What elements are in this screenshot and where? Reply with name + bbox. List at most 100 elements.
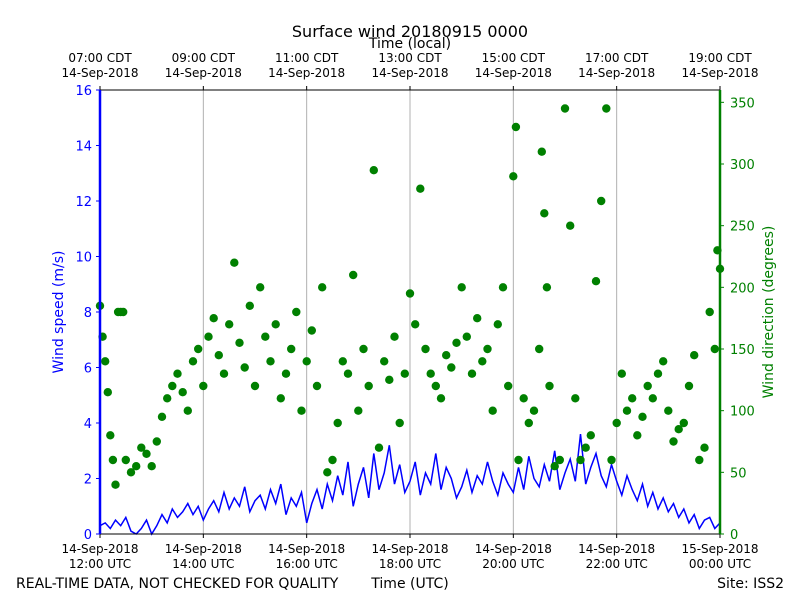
wind-direction-point (178, 388, 187, 397)
wind-direction-point (710, 344, 719, 354)
wind-direction-point (416, 184, 425, 193)
wind-direction-point (581, 443, 590, 452)
wind-direction-point (271, 320, 280, 329)
top-tick-label-time: 07:00 CDT (68, 51, 132, 65)
y-right-tick-label: 150 (730, 343, 755, 358)
wind-direction-point (566, 221, 575, 230)
wind-direction-point (287, 344, 296, 354)
wind-direction-point (488, 406, 497, 415)
wind-direction-point (364, 381, 373, 391)
top-tick-label-time: 17:00 CDT (585, 51, 649, 65)
wind-direction-point (157, 412, 167, 421)
wind-direction-point (514, 455, 523, 465)
wind-direction-point (312, 381, 322, 391)
wind-direction-point (147, 462, 156, 471)
wind-direction-point (452, 338, 461, 347)
y-left-tick-label: 4 (84, 417, 92, 432)
wind-direction-point (602, 104, 611, 113)
top-tick-label-date: 14-Sep-2018 (681, 66, 758, 80)
wind-direction-point (607, 455, 616, 465)
y-left-tick-label: 12 (75, 195, 92, 210)
wind-direction-point (235, 338, 244, 347)
wind-direction-point (659, 357, 668, 366)
wind-direction-point (457, 283, 466, 292)
wind-direction-point (511, 122, 521, 132)
wind-direction-point (628, 394, 637, 403)
wind-direction-point (219, 369, 229, 378)
grid-lines (202, 90, 618, 534)
wind-direction-point (225, 320, 234, 329)
wind-direction-point (504, 381, 513, 391)
wind-direction-point (545, 381, 554, 391)
wind-direction-point (467, 369, 477, 378)
wind-direction-point (395, 418, 404, 428)
wind-direction-point (576, 455, 585, 465)
wind-direction-point (256, 283, 265, 292)
y-right-tick-label: 100 (730, 405, 755, 420)
y-left-tick-label: 8 (84, 306, 92, 321)
wind-direction-point (478, 357, 487, 366)
wind-direction-point (111, 480, 120, 489)
wind-direction-point (617, 369, 626, 378)
wind-direction-point (643, 381, 652, 391)
top-tick-label-date: 14-Sep-2018 (371, 66, 448, 80)
wind-direction-point (405, 289, 415, 298)
wind-direction-point (276, 394, 285, 403)
wind-direction-point (664, 406, 673, 415)
wind-direction-point (126, 468, 136, 477)
wind-direction-point (519, 394, 528, 403)
wind-direction-point (695, 455, 704, 465)
wind-direction-point (622, 406, 632, 415)
x-tick-label-time: 16:00 UTC (276, 557, 338, 571)
wind-direction-point (204, 332, 213, 341)
wind-direction-point (524, 418, 533, 428)
wind-direction-point (188, 357, 198, 366)
wind-direction-point (359, 344, 368, 354)
wind-direction-point (550, 462, 559, 471)
top-tick-label-time: 19:00 CDT (688, 51, 752, 65)
wind-direction-point (354, 406, 363, 415)
wind-direction-point (240, 363, 249, 372)
wind-direction-point (612, 418, 621, 428)
x-tick-label-date: 14-Sep-2018 (61, 542, 138, 556)
wind-direction-point (261, 332, 270, 341)
x-tick-label-time: 20:00 UTC (482, 557, 544, 571)
wind-direction-point (119, 307, 128, 317)
wind-direction-point (436, 394, 446, 403)
wind-direction-point (380, 357, 389, 366)
wind-direction-point (245, 301, 254, 310)
wind-direction-point (669, 437, 678, 446)
top-tick-label-time: 09:00 CDT (172, 51, 236, 65)
wind-direction-point (297, 406, 306, 415)
y-left-tick-label: 16 (75, 84, 92, 99)
wind-direction-point (152, 437, 161, 446)
x-tick-label-date: 14-Sep-2018 (475, 542, 552, 556)
y-right-tick-label: 0 (730, 528, 738, 543)
y-right-tick-label: 50 (730, 466, 747, 481)
wind-direction-point (318, 283, 327, 292)
wind-direction-point (328, 455, 337, 465)
top-axis-label: Time (local) (368, 36, 451, 52)
wind-direction-point (679, 418, 688, 428)
wind-direction-point (705, 307, 714, 317)
right-axis-label: Wind direction (degrees) (761, 226, 777, 399)
y-left-tick-label: 14 (75, 140, 92, 155)
wind-direction-point (684, 381, 694, 391)
top-tick-label-time: 15:00 CDT (482, 51, 546, 65)
wind-direction-point (333, 418, 342, 428)
y-right-tick-label: 350 (730, 96, 755, 111)
top-tick-label-date: 14-Sep-2018 (165, 66, 242, 80)
wind-direction-point (462, 332, 471, 341)
wind-direction-point (674, 425, 683, 434)
wind-direction-point (648, 394, 657, 403)
wind-direction-point (586, 431, 595, 440)
wind-direction-point (411, 320, 420, 329)
wind-direction-point (571, 394, 580, 403)
x-tick-label-time: 00:00 UTC (689, 557, 751, 571)
wind-direction-point (447, 363, 456, 372)
y-left-tick-label: 2 (84, 473, 92, 488)
wind-direction-point (537, 147, 546, 156)
